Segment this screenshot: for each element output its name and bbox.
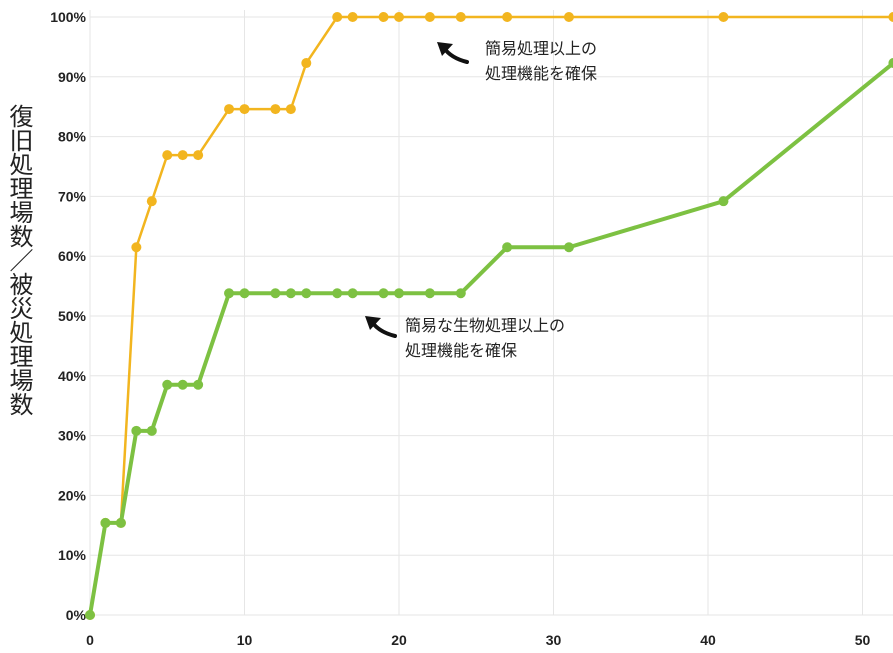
x-tick-label: 30 — [546, 632, 562, 648]
data-point — [239, 288, 250, 299]
x-tick-labels: 0 10 20 30 40 50 — [86, 632, 870, 648]
data-point — [177, 379, 188, 390]
data-point — [224, 288, 235, 299]
data-point — [115, 517, 126, 528]
y-tick-labels: 0% 10% 20% 30% 40% 50% 60% 70% 80% 90% 100% — [50, 9, 86, 623]
arrow-icon — [442, 46, 469, 64]
data-point — [100, 517, 111, 528]
y-tick-label: 10% — [58, 547, 87, 563]
y-tick-label: 60% — [58, 248, 87, 264]
y-tick-label: 100% — [50, 9, 86, 25]
data-point — [162, 379, 173, 390]
data-point — [193, 379, 204, 390]
annotation-line: 処理機能を確保 — [485, 64, 597, 83]
annotation-line: 簡易処理以上の — [485, 39, 597, 58]
y-tick-label: 20% — [58, 487, 87, 503]
data-point — [270, 288, 281, 299]
data-point — [394, 288, 404, 299]
data-point — [394, 12, 404, 22]
data-point — [424, 288, 435, 299]
series-layer — [85, 12, 893, 620]
data-point — [502, 12, 513, 22]
x-tick-label: 10 — [237, 632, 253, 648]
data-point — [455, 12, 466, 22]
data-point — [332, 288, 343, 299]
x-tick-label: 40 — [700, 632, 716, 648]
data-point — [85, 610, 95, 620]
data-point — [347, 288, 358, 299]
data-point — [177, 150, 188, 161]
data-point — [563, 12, 574, 22]
data-point — [347, 12, 358, 22]
data-point — [146, 196, 157, 207]
data-point — [563, 242, 574, 253]
grid — [89, 10, 893, 616]
data-point — [424, 12, 435, 22]
x-tick-label: 50 — [855, 632, 871, 648]
arrowhead-icon — [437, 42, 453, 56]
data-point — [193, 150, 204, 161]
data-point — [301, 288, 312, 299]
data-point — [718, 196, 729, 207]
y-axis-label: 復旧処理場数／被災処理場数 — [5, 104, 33, 416]
arrowhead-icon — [365, 316, 381, 330]
data-point — [301, 58, 312, 69]
data-point — [378, 288, 389, 299]
y-tick-label: 40% — [58, 368, 87, 384]
data-point — [378, 12, 389, 22]
data-point — [332, 12, 343, 22]
annotation-line: 簡易な生物処理以上の — [405, 316, 565, 335]
data-point — [455, 288, 466, 299]
x-tick-label: 20 — [391, 632, 407, 648]
y-tick-label: 70% — [58, 188, 87, 204]
data-point — [131, 242, 142, 253]
data-point — [270, 104, 281, 115]
arrow-icon — [370, 320, 397, 338]
y-tick-label: 0% — [66, 607, 87, 623]
data-point — [131, 425, 142, 436]
y-tick-label: 80% — [58, 129, 87, 145]
data-point — [224, 104, 235, 115]
annotation-line: 処理機能を確保 — [405, 341, 517, 360]
series-2 — [85, 58, 893, 620]
y-tick-label: 50% — [58, 308, 87, 324]
y-tick-label: 90% — [58, 69, 87, 85]
data-point — [146, 425, 157, 436]
data-point — [285, 288, 296, 299]
y-tick-label: 30% — [58, 428, 87, 444]
data-point — [162, 150, 173, 161]
x-tick-label: 0 — [86, 632, 94, 648]
data-point — [239, 104, 250, 115]
data-point — [718, 12, 729, 22]
data-point — [502, 242, 513, 253]
data-point — [888, 58, 893, 69]
series-line — [88, 61, 893, 616]
data-point — [285, 104, 296, 115]
data-point — [888, 12, 893, 22]
